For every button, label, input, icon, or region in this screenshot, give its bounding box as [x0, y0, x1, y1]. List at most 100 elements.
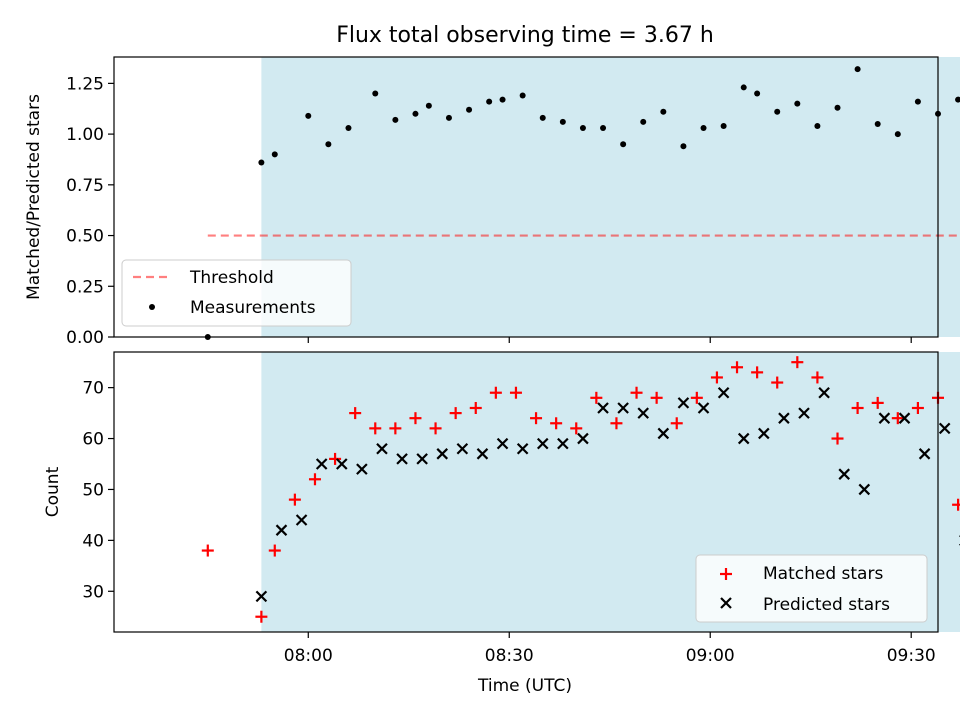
ratio-y-tick-label: 1.00	[66, 125, 104, 145]
matched-star-point	[751, 366, 764, 379]
matched-star-point	[429, 422, 442, 435]
predicted-star-point	[737, 432, 750, 445]
x-tick-label: 08:30	[485, 646, 534, 666]
matched-star-point	[791, 356, 804, 369]
measurement-point	[445, 114, 452, 121]
predicted-star-point	[758, 427, 770, 440]
predicted-star-point	[918, 448, 931, 460]
matched-star-point	[449, 407, 462, 420]
measurement-point	[325, 141, 332, 148]
measurement-point	[620, 141, 627, 148]
matched-star-point	[349, 407, 362, 420]
ratio-y-tick-label: 0.00	[66, 328, 104, 348]
matched-star-point	[590, 391, 603, 404]
ratio-observing-span	[261, 57, 960, 337]
measurement-point	[392, 116, 399, 123]
measurement-point	[579, 125, 586, 132]
count-y-tick-label: 60	[82, 430, 104, 450]
predicted-star-point	[878, 412, 891, 424]
ratio-y-axis-label: Matched/Predicted stars	[24, 94, 44, 300]
predicted-star-point	[838, 468, 850, 480]
predicted-star-point	[617, 402, 629, 414]
matched-star-point	[329, 452, 342, 465]
matched-star-point	[469, 402, 482, 414]
matched-star-point	[670, 417, 683, 430]
ratio-y-tick-label: 1.25	[66, 74, 104, 94]
predicted-star-point	[436, 448, 449, 460]
matched-star-point	[811, 371, 824, 384]
matched-star-point	[630, 386, 643, 399]
matched-star-point	[570, 422, 583, 435]
x-tick-label: 09:30	[887, 646, 936, 666]
measurement-point	[412, 110, 419, 117]
legend-matched-swatch	[720, 568, 732, 580]
matched-star-point	[268, 544, 281, 557]
measurement-point	[834, 104, 841, 111]
ratio-legend: Threshold Measurements	[121, 259, 352, 327]
legend-predicted-label: Predicted stars	[763, 595, 890, 615]
predicted-star-point	[697, 402, 710, 414]
measurement-point	[874, 120, 881, 127]
chart-title: Flux total observing time = 3.67 h	[336, 23, 714, 48]
measurement-point	[854, 66, 861, 73]
ratio-panel-frame	[113, 56, 939, 338]
ratio-panel: 0.00 0.25 0.50 0.75 1.00 1.25 Matched/Predict…	[24, 56, 960, 348]
predicted-star-point	[376, 442, 388, 455]
measurement-point	[271, 151, 278, 158]
measurement-point	[700, 125, 707, 132]
x-tick-label: 09:00	[686, 646, 735, 666]
matched-star-point	[308, 473, 321, 486]
measurement-point	[539, 114, 546, 121]
measurement-point	[486, 98, 493, 105]
predicted-star-point	[516, 442, 529, 455]
predicted-star-point	[938, 422, 951, 435]
count-panel-frame	[113, 351, 939, 633]
predicted-star-point	[496, 437, 509, 450]
measurement-point	[660, 108, 667, 115]
measurement-point	[774, 108, 781, 115]
matched-star-point	[952, 498, 960, 511]
measurement-point	[345, 125, 352, 132]
measurement-point	[814, 122, 821, 129]
matched-star-point	[650, 391, 663, 404]
predicted-star-point	[818, 386, 830, 399]
matched-star-point	[389, 422, 402, 435]
matched-star-point	[871, 396, 884, 409]
count-y-tick-label: 50	[82, 480, 104, 500]
x-tick-label: 08:00	[284, 646, 333, 666]
predicted-star-point	[295, 514, 308, 526]
legend-measurements-label: Measurements	[190, 298, 316, 318]
predicted-star-point	[396, 453, 408, 465]
predicted-star-point	[858, 483, 871, 496]
predicted-star-point	[456, 442, 469, 455]
measurement-point	[680, 143, 687, 150]
x-axis-label: Time (UTC)	[477, 676, 572, 696]
ratio-legend-box	[121, 259, 352, 327]
matched-star-point	[911, 402, 924, 414]
count-y-axis-label: Count	[43, 466, 63, 517]
matched-star-point	[891, 412, 904, 425]
predicted-star-point	[597, 402, 609, 414]
matched-star-point	[509, 386, 522, 399]
predicted-star-point	[275, 524, 288, 536]
matched-star-point	[369, 422, 382, 435]
measurement-point	[305, 112, 312, 119]
legend-threshold-label: Threshold	[189, 268, 274, 288]
measurement-point	[794, 100, 801, 107]
matched-star-point	[771, 376, 784, 389]
legend-matched-label: Matched stars	[763, 564, 883, 584]
matched-star-point	[731, 361, 744, 374]
count-y-tick-label: 70	[82, 379, 104, 399]
count-legend: Matched stars Predicted stars	[695, 554, 928, 623]
ratio-y-tick-label: 0.50	[66, 227, 104, 247]
measurement-point	[466, 106, 473, 113]
measurement-point	[914, 98, 921, 105]
predicted-star-point	[476, 448, 489, 460]
predicted-star-point	[677, 397, 690, 409]
measurement-point	[499, 96, 506, 103]
matched-star-point	[201, 544, 214, 557]
predicted-star-point	[577, 432, 589, 445]
measurement-point	[894, 131, 901, 138]
measurement-point	[425, 102, 432, 109]
